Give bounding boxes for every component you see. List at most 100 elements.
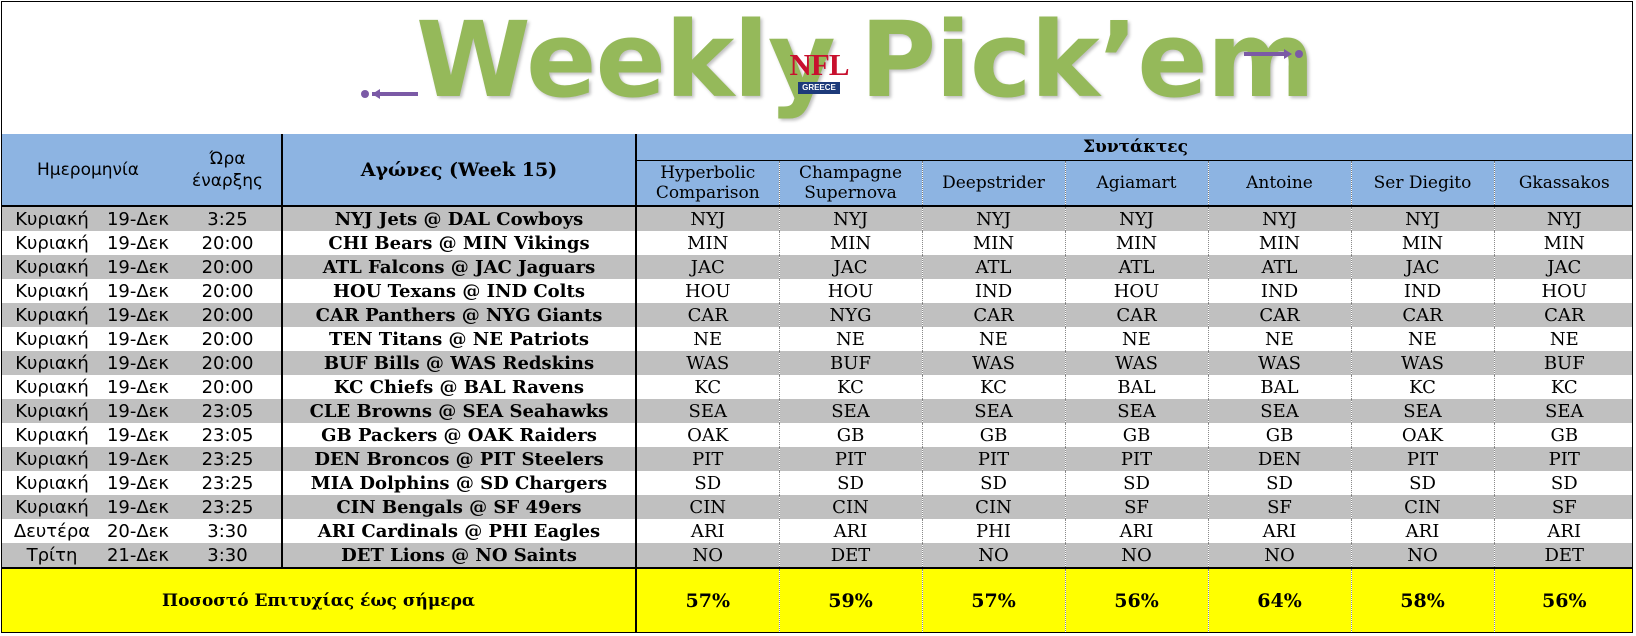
game-matchup: MIA Dolphins @ SD Chargers xyxy=(281,471,637,495)
title-banner: Weekly NFL GREECE Pick’em xyxy=(2,2,1632,136)
editor-pick: MIN xyxy=(1350,231,1494,255)
start-time-header-line1: Ώρα xyxy=(209,148,246,169)
table-row: Κυριακή 19-Δεκ 20:00 TEN Titans @ NE Patrio… xyxy=(2,327,1632,351)
editor-pick: PIT xyxy=(1350,447,1494,471)
editor-pick: GB xyxy=(1493,423,1632,447)
game-date: 19-Δεκ xyxy=(102,327,174,351)
editor-pick: NO xyxy=(1064,543,1208,568)
editor-pick: DET xyxy=(1493,543,1632,568)
editor-pick: WAS xyxy=(1064,351,1208,375)
game-time: 3:25 xyxy=(174,206,282,231)
editor-pick: NO xyxy=(636,543,779,568)
game-time: 20:00 xyxy=(174,303,282,327)
editor-pick: NE xyxy=(1064,327,1208,351)
editor-pick: WAS xyxy=(921,351,1065,375)
editor-name-line1: Gkassakos xyxy=(1518,173,1610,193)
game-time: 23:05 xyxy=(174,399,282,423)
editor-pick: CIN xyxy=(1350,495,1494,519)
game-time: 3:30 xyxy=(174,519,282,543)
game-day: Κυριακή xyxy=(2,471,102,495)
editor-header: Agiamart xyxy=(1064,160,1208,206)
game-day: Κυριακή xyxy=(2,303,102,327)
game-day: Κυριακή xyxy=(2,327,102,351)
game-day: Κυριακή xyxy=(2,399,102,423)
editor-pick: SEA xyxy=(1207,399,1351,423)
game-time: 20:00 xyxy=(174,327,282,351)
editors-header: Συντάκτες xyxy=(636,134,1632,161)
editor-pick: SD xyxy=(1064,471,1208,495)
editor-pick: NE xyxy=(1350,327,1494,351)
editor-header: Champagne Supernova xyxy=(778,160,922,206)
editor-pick: CIN xyxy=(778,495,922,519)
game-date: 19-Δεκ xyxy=(102,399,174,423)
game-date: 20-Δεκ xyxy=(102,519,174,543)
editor-pick: PIT xyxy=(921,447,1065,471)
editor-pick: WAS xyxy=(636,351,779,375)
table-row: Κυριακή 19-Δεκ 23:05 GB Packers @ OAK Raide… xyxy=(2,423,1632,447)
editor-pick: NYG xyxy=(778,303,922,327)
editor-pick: ARI xyxy=(1207,519,1351,543)
table-row: Κυριακή 19-Δεκ 20:00 HOU Texans @ IND Colts… xyxy=(2,279,1632,303)
game-time: 23:25 xyxy=(174,495,282,519)
editor-pick: CAR xyxy=(1350,303,1494,327)
editor-pick: SEA xyxy=(1064,399,1208,423)
editor-pick: KC xyxy=(636,375,779,399)
editor-pick: PIT xyxy=(778,447,922,471)
success-rate-value: 56% xyxy=(1064,567,1208,632)
editor-pick: PIT xyxy=(636,447,779,471)
editor-pick: JAC xyxy=(1350,255,1494,279)
editor-pick: SD xyxy=(636,471,779,495)
editor-pick: SEA xyxy=(1350,399,1494,423)
editor-name-line1: Hyperbolic xyxy=(660,163,756,183)
editor-pick: ARI xyxy=(1350,519,1494,543)
game-time: 20:00 xyxy=(174,375,282,399)
picks-table: Ημερομηνία Ώρα έναρξης Αγώνες (Week 15) … xyxy=(2,134,1632,632)
success-rate-value: 57% xyxy=(636,567,779,632)
table-row: Κυριακή 19-Δεκ 23:25 DEN Broncos @ PIT Stee… xyxy=(2,447,1632,471)
success-rate-value: 58% xyxy=(1350,567,1494,632)
game-matchup: HOU Texans @ IND Colts xyxy=(281,279,637,303)
editor-pick: DEN xyxy=(1207,447,1351,471)
editor-pick: HOU xyxy=(1493,279,1632,303)
game-matchup: CLE Browns @ SEA Seahawks xyxy=(281,399,637,423)
editor-pick: NE xyxy=(1493,327,1632,351)
table-row: Δευτέρα 20-Δεκ 3:30 ARI Cardinals @ PHI Eag… xyxy=(2,519,1632,543)
start-time-header-line2: έναρξης xyxy=(192,170,263,191)
game-time: 20:00 xyxy=(174,351,282,375)
editor-pick: ARI xyxy=(1493,519,1632,543)
editor-pick: ATL xyxy=(1207,255,1351,279)
game-day: Τρίτη xyxy=(2,543,102,568)
editor-pick: NYJ xyxy=(1493,206,1632,231)
editor-pick: NE xyxy=(636,327,779,351)
editor-pick: NYJ xyxy=(921,206,1065,231)
game-time: 23:25 xyxy=(174,471,282,495)
game-day: Κυριακή xyxy=(2,447,102,471)
editor-pick: CIN xyxy=(921,495,1065,519)
editor-pick: NE xyxy=(921,327,1065,351)
game-date: 19-Δεκ xyxy=(102,255,174,279)
game-day: Κυριακή xyxy=(2,206,102,231)
editor-pick: OAK xyxy=(1350,423,1494,447)
game-matchup: TEN Titans @ NE Patriots xyxy=(281,327,637,351)
editor-pick: NE xyxy=(1207,327,1351,351)
editor-name-line1: Agiamart xyxy=(1096,173,1177,193)
editor-pick: ARI xyxy=(636,519,779,543)
game-date: 19-Δεκ xyxy=(102,279,174,303)
game-matchup: CIN Bengals @ SF 49ers xyxy=(281,495,637,519)
game-matchup: NYJ Jets @ DAL Cowboys xyxy=(281,206,637,231)
editor-pick: SEA xyxy=(778,399,922,423)
game-day: Δευτέρα xyxy=(2,519,102,543)
editor-pick: ATL xyxy=(1064,255,1208,279)
game-time: 20:00 xyxy=(174,279,282,303)
game-day: Κυριακή xyxy=(2,255,102,279)
game-time: 20:00 xyxy=(174,255,282,279)
game-date: 19-Δεκ xyxy=(102,447,174,471)
editor-name-line2: Supernova xyxy=(804,183,897,203)
editor-pick: PIT xyxy=(1493,447,1632,471)
date-header: Ημερομηνία xyxy=(2,134,174,207)
editor-pick: GB xyxy=(1207,423,1351,447)
title-weekly: Weekly xyxy=(416,1,836,121)
editor-pick: MIN xyxy=(1207,231,1351,255)
editor-pick: JAC xyxy=(1493,255,1632,279)
